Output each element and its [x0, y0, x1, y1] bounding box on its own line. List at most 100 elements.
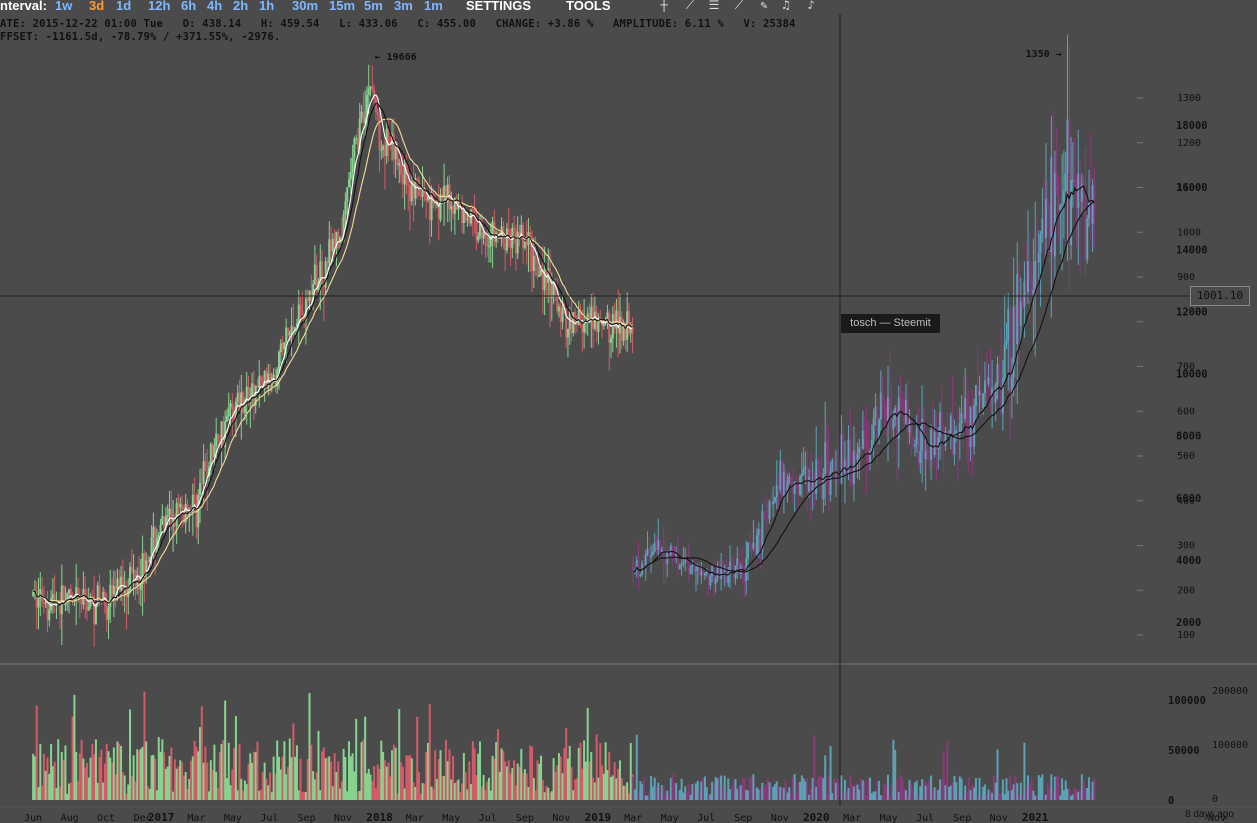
candle-body [549, 268, 552, 298]
candle-body [903, 410, 906, 424]
volume-bar [308, 693, 311, 800]
candle-body [261, 381, 264, 390]
volume-bar [554, 771, 557, 800]
volume-bar [595, 734, 598, 800]
volume-bar [233, 747, 236, 800]
candle-body [62, 585, 65, 605]
volume-bar [543, 792, 546, 800]
candle-body [37, 598, 40, 608]
volume-bar [68, 783, 71, 800]
interval-1d[interactable]: 1d [116, 0, 132, 13]
volume-bar [750, 776, 753, 800]
crosshair-tool-icon[interactable]: ┼ [660, 0, 668, 12]
volume-bar [1018, 793, 1021, 800]
candle-body [992, 387, 995, 403]
candle-body [608, 312, 611, 343]
volume-bar [42, 753, 45, 800]
candle-body [218, 441, 221, 445]
volume-bar [193, 740, 196, 800]
volume-bar [220, 743, 223, 800]
candle-body [385, 128, 388, 157]
interval-2h[interactable]: 2h [233, 0, 249, 13]
candle-body [557, 306, 560, 312]
ma-yellow-line [32, 118, 633, 603]
candle-body [396, 146, 399, 166]
line-tool-icon[interactable]: ⟋ [685, 0, 695, 12]
volume-bar [940, 779, 943, 800]
candle-body [831, 459, 834, 471]
candle-body [118, 578, 121, 591]
candle-body [1034, 261, 1037, 290]
interval-3m[interactable]: 3m [394, 0, 413, 13]
candle-body [935, 432, 938, 450]
candle-body [711, 566, 714, 577]
candle-body [159, 524, 162, 536]
candle-body [957, 430, 960, 435]
candle-body [283, 342, 286, 350]
pen-tool-icon[interactable]: ✎ [760, 0, 768, 12]
candle-body [290, 326, 293, 333]
volume-bar [175, 768, 178, 800]
tools-menu[interactable]: TOOLS [566, 0, 611, 13]
candle-body [942, 438, 945, 447]
interval-30m[interactable]: 30m [292, 0, 319, 13]
ma-black-line-overlay [32, 102, 633, 606]
volume-bar [254, 752, 257, 800]
volume-bar [349, 756, 352, 800]
candle-body [1016, 274, 1019, 344]
volume-bar [283, 741, 286, 800]
volume-bar [723, 775, 726, 800]
candle-body [940, 412, 943, 439]
settings-menu[interactable]: SETTINGS [466, 0, 532, 13]
volume-bar [82, 758, 85, 800]
interval-4h[interactable]: 4h [207, 0, 223, 13]
candle-body [858, 447, 861, 454]
interval-5m[interactable]: 5m [364, 0, 383, 13]
candle-body [1037, 252, 1040, 263]
volume-bar [833, 778, 836, 800]
candle-body [243, 401, 246, 414]
candle-body [969, 407, 972, 448]
interval-1m[interactable]: 1m [424, 0, 443, 13]
interval-12h[interactable]: 12h [148, 0, 171, 13]
volume-bar [757, 789, 760, 800]
volume-bar [822, 778, 825, 800]
volume-bar [173, 759, 176, 800]
volume-bar [532, 778, 535, 800]
hline-tool-icon[interactable]: ☰ [708, 0, 720, 12]
volume-bar [937, 790, 940, 800]
interval-3d[interactable]: 3d [89, 0, 105, 13]
volume-bar [439, 750, 442, 800]
candle-body [971, 407, 974, 447]
volume-bar [500, 748, 503, 800]
candle-body [493, 221, 496, 242]
fib-tool-icon[interactable]: ⟋ [734, 0, 744, 12]
interval-1h[interactable]: 1h [259, 0, 275, 13]
volume-bar [297, 790, 300, 800]
candle-body [181, 503, 184, 510]
interval-6h[interactable]: 6h [181, 0, 197, 13]
volume-bar [556, 765, 559, 800]
candle-body [944, 430, 947, 447]
volume-bar [1021, 794, 1024, 800]
volume-bar [827, 775, 830, 800]
candle-body [543, 268, 546, 291]
volume-bar [809, 788, 812, 800]
volume-bar [559, 756, 562, 800]
bell-icon[interactable]: ♫ [782, 0, 790, 12]
candle-body [80, 599, 83, 605]
candle-body [288, 332, 291, 336]
volume-bar [1077, 791, 1080, 800]
volume-bar [437, 759, 440, 800]
interval-15m[interactable]: 15m [329, 0, 356, 13]
volume-bar [170, 747, 173, 800]
candle-body [1086, 218, 1089, 260]
volume-bar [1068, 787, 1071, 800]
candle-body [791, 483, 794, 494]
interval-1w[interactable]: 1w [55, 0, 73, 13]
alarm-icon[interactable]: ♪ [807, 0, 815, 12]
candle-body [951, 415, 954, 455]
candle-body [590, 306, 593, 321]
candle-body [718, 567, 721, 579]
